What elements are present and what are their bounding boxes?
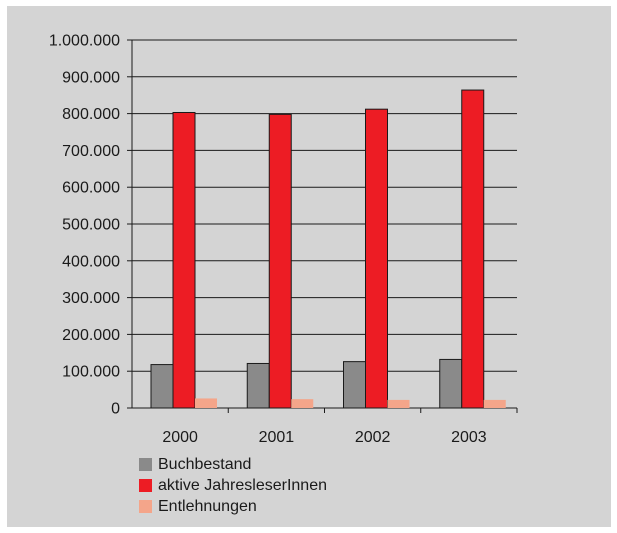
bar-buchbestand-2002 xyxy=(343,361,366,409)
legend-swatch-entlehnungen xyxy=(139,500,152,513)
y-tick-label: 700.000 xyxy=(62,143,120,160)
y-tick-label: 600.000 xyxy=(62,180,120,197)
legend-label-jahresleser: aktive JahresleserInnen xyxy=(158,476,327,494)
bar-buchbestand-2003 xyxy=(439,358,463,409)
x-tick-label: 2002 xyxy=(355,429,391,446)
gridlines xyxy=(132,39,517,372)
y-tick-label: 800.000 xyxy=(62,106,120,123)
y-tick-label: 200.000 xyxy=(62,327,120,344)
bars xyxy=(150,89,506,409)
bar-entlehnungen-2003 xyxy=(483,399,506,408)
bar-buchbestand-2001 xyxy=(246,362,270,409)
x-tick-label: 2001 xyxy=(259,429,295,446)
bar-entlehnungen-2000 xyxy=(195,398,217,408)
bar-aktive-jahresleserinnen-2001 xyxy=(268,113,292,409)
y-tick-label: 0 xyxy=(111,401,120,418)
bar-aktive-jahresleserinnen-2003 xyxy=(461,89,485,409)
bar-entlehnungen-2001 xyxy=(291,399,314,408)
y-tick-label: 300.000 xyxy=(62,290,120,307)
legend-item-buchbestand: Buchbestand xyxy=(139,454,327,475)
bar-chart: 0 100.000 200.000 300.000 400.000 500.000 600.… xyxy=(49,33,518,447)
x-tick-label: 2003 xyxy=(451,429,487,446)
bar-aktive-jahresleserinnen-2002 xyxy=(365,108,388,409)
legend-swatch-jahresleser xyxy=(139,479,152,492)
x-tick-label: 2000 xyxy=(162,429,198,446)
legend-label-entlehnungen: Entlehnungen xyxy=(158,497,257,515)
bar-buchbestand-2000 xyxy=(150,364,174,409)
bar-entlehnungen-2002 xyxy=(387,399,410,408)
y-tick-label: 1.000.000 xyxy=(49,33,120,50)
tick-labels: 0 100.000 200.000 300.000 400.000 500.000 600.… xyxy=(49,33,487,447)
y-tick-label: 100.000 xyxy=(62,364,120,381)
legend-label-buchbestand: Buchbestand xyxy=(158,455,252,473)
legend-swatch-buchbestand xyxy=(139,458,152,471)
legend-item-jahresleser: aktive JahresleserInnen xyxy=(139,475,327,496)
y-tick-label: 500.000 xyxy=(62,217,120,234)
y-tick-label: 400.000 xyxy=(62,253,120,270)
y-tick-label: 900.000 xyxy=(62,69,120,86)
chart-panel: 0 100.000 200.000 300.000 400.000 500.000 600.… xyxy=(7,6,611,527)
legend: Buchbestand aktive JahresleserInnen Entl… xyxy=(139,454,327,517)
bar-aktive-jahresleserinnen-2000 xyxy=(172,111,196,409)
legend-item-entlehnungen: Entlehnungen xyxy=(139,496,327,517)
